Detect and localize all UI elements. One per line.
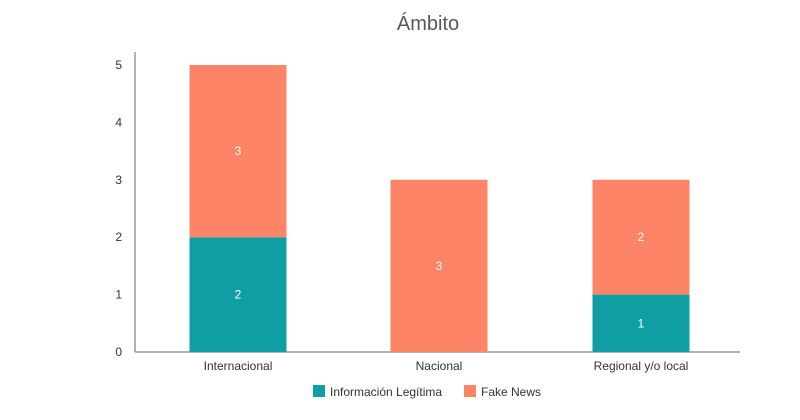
y-tick-label: 1 (115, 288, 122, 302)
bar-segment (189, 237, 287, 352)
y-tick-label: 2 (115, 230, 122, 244)
legend-swatch (464, 385, 476, 397)
chart-title: Ámbito (397, 12, 459, 35)
y-tick-label: 5 (115, 58, 122, 72)
x-tick-label: Regional y/o local (594, 359, 689, 373)
bar-segment (390, 179, 488, 352)
bar-data-label: 2 (235, 288, 242, 302)
legend-label: Fake News (481, 385, 541, 399)
legend-label: Información Legítima (330, 385, 442, 399)
bar-segment (592, 179, 690, 295)
bars-group: 2 3 3 1 2 (189, 65, 690, 352)
bar-data-label: 3 (235, 144, 242, 158)
bar-data-label: 1 (638, 316, 645, 330)
bar-segment (189, 65, 287, 238)
y-tick-labels: 0 1 2 3 4 5 (115, 58, 122, 359)
x-tick-label: Internacional (204, 359, 273, 373)
x-tick-labels: Internacional Nacional Regional y/o local (204, 359, 689, 373)
legend: Información Legítima Fake News (313, 385, 541, 399)
y-tick-label: 0 (115, 345, 122, 359)
y-tick-label: 3 (115, 173, 122, 187)
y-tick-label: 4 (115, 115, 122, 129)
bar-segment (592, 294, 690, 352)
bar-data-label: 3 (436, 259, 443, 273)
x-tick-label: Nacional (416, 359, 463, 373)
legend-swatch (313, 385, 325, 397)
bar-data-label: 2 (638, 230, 645, 244)
